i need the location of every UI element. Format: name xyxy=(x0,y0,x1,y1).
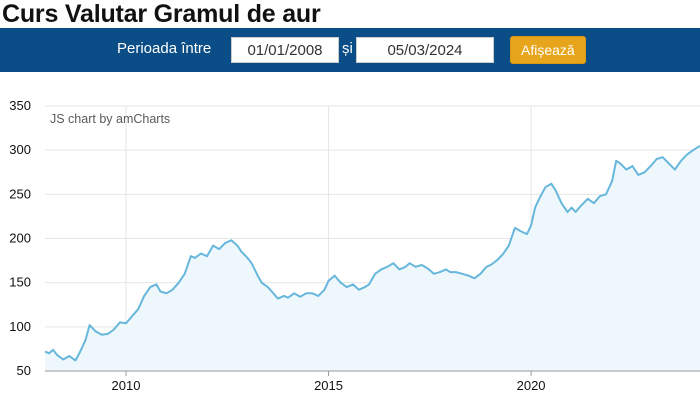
x-tick-label: 2015 xyxy=(314,378,343,393)
y-tick-label: 250 xyxy=(9,186,31,201)
date-filter-bar: Perioada între și Afișează xyxy=(0,28,700,72)
chart-axes: 50 100 150 200 250 300 350 2010 2015 2020 xyxy=(9,98,700,393)
series-line xyxy=(44,144,700,362)
chart-credit: JS chart by amCharts xyxy=(50,112,171,126)
series-area xyxy=(45,145,700,371)
chart-plot xyxy=(44,144,700,371)
y-tick-label: 150 xyxy=(9,275,31,290)
y-tick-label: 100 xyxy=(9,319,31,334)
end-date-input[interactable] xyxy=(356,37,494,63)
gold-price-chart: 50 100 150 200 250 300 350 2010 2015 2020 xyxy=(9,98,700,393)
y-tick-label: 300 xyxy=(9,142,31,157)
start-date-input[interactable] xyxy=(231,37,339,63)
y-tick-label: 350 xyxy=(9,98,31,113)
y-tick-label: 50 xyxy=(17,363,31,378)
x-tick-label: 2020 xyxy=(517,378,546,393)
page-title: Curs Valutar Gramul de aur xyxy=(2,0,321,28)
period-label: Perioada între xyxy=(117,40,212,57)
and-label: și xyxy=(342,40,353,57)
show-button[interactable]: Afișează xyxy=(510,36,586,64)
y-tick-label: 200 xyxy=(9,231,31,246)
x-tick-label: 2010 xyxy=(112,378,141,393)
